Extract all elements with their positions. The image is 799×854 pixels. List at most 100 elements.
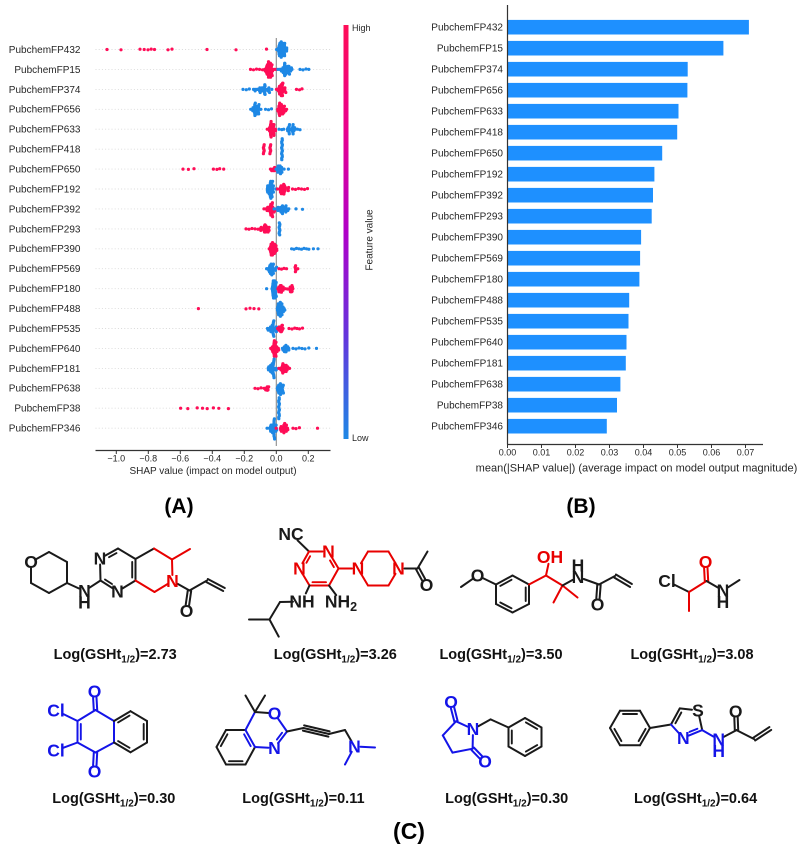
svg-text:Log(GSHt1/2)=3.26: Log(GSHt1/2)=3.26	[274, 647, 397, 666]
svg-text:N: N	[677, 728, 690, 748]
svg-text:PubchemFP488: PubchemFP488	[431, 296, 503, 307]
svg-text:PubchemFP656: PubchemFP656	[431, 86, 503, 97]
svg-text:PubchemFP38: PubchemFP38	[437, 401, 504, 412]
svg-text:PubchemFP346: PubchemFP346	[9, 424, 81, 435]
svg-text:PubchemFP633: PubchemFP633	[431, 107, 503, 118]
svg-text:Log(GSHt1/2)=2.73: Log(GSHt1/2)=2.73	[54, 647, 177, 666]
svg-text:N: N	[78, 581, 91, 601]
svg-text:PubchemFP192: PubchemFP192	[431, 170, 503, 181]
svg-text:O: O	[478, 752, 492, 772]
svg-text:O: O	[699, 552, 713, 572]
svg-text:Cl: Cl	[47, 741, 65, 761]
svg-text:0.05: 0.05	[669, 448, 687, 458]
svg-text:N: N	[392, 559, 405, 579]
svg-text:Log(GSHt1/2)=3.08: Log(GSHt1/2)=3.08	[630, 647, 753, 666]
svg-text:PubchemFP346: PubchemFP346	[431, 422, 503, 433]
svg-text:O: O	[88, 762, 102, 782]
svg-text:PubchemFP638: PubchemFP638	[431, 380, 503, 391]
svg-text:PubchemFP569: PubchemFP569	[431, 254, 503, 265]
svg-text:N: N	[322, 542, 335, 562]
svg-text:O: O	[444, 692, 458, 712]
svg-text:0.06: 0.06	[703, 448, 721, 458]
svg-text:N: N	[111, 582, 124, 602]
svg-text:−0.6: −0.6	[171, 454, 189, 464]
svg-text:O: O	[729, 701, 743, 721]
svg-text:Cl: Cl	[47, 701, 65, 721]
svg-text:−0.4: −0.4	[203, 454, 221, 464]
svg-text:OH: OH	[537, 547, 563, 567]
svg-text:PubchemFP392: PubchemFP392	[431, 191, 503, 202]
svg-text:N: N	[268, 738, 281, 758]
svg-text:0.03: 0.03	[601, 448, 619, 458]
svg-text:N: N	[572, 567, 585, 587]
svg-text:Log(GSHt1/2)=0.30: Log(GSHt1/2)=0.30	[52, 791, 175, 810]
svg-text:PubchemFP569: PubchemFP569	[9, 264, 81, 275]
svg-text:N: N	[166, 571, 179, 591]
svg-text:PubchemFP15: PubchemFP15	[437, 44, 504, 55]
svg-text:PubchemFP390: PubchemFP390	[9, 244, 81, 255]
svg-text:O: O	[471, 566, 485, 586]
svg-text:H: H	[78, 593, 91, 613]
svg-text:−0.8: −0.8	[139, 454, 157, 464]
svg-text:PubchemFP418: PubchemFP418	[9, 145, 81, 156]
svg-text:PubchemFP181: PubchemFP181	[9, 364, 81, 375]
svg-text:PubchemFP535: PubchemFP535	[431, 317, 503, 328]
svg-text:(B): (B)	[566, 495, 595, 518]
svg-text:PubchemFP650: PubchemFP650	[431, 149, 503, 160]
svg-text:PubchemFP640: PubchemFP640	[431, 338, 503, 349]
svg-text:NC: NC	[278, 524, 304, 544]
svg-text:−1.0: −1.0	[107, 454, 125, 464]
svg-text:NH2: NH2	[325, 592, 357, 615]
svg-text:Feature value: Feature value	[365, 209, 376, 271]
svg-text:(C): (C)	[393, 818, 425, 844]
svg-text:PubchemFP640: PubchemFP640	[9, 344, 81, 355]
svg-text:PubchemFP432: PubchemFP432	[9, 45, 81, 56]
svg-text:NH: NH	[289, 592, 314, 612]
svg-text:N: N	[348, 737, 361, 757]
svg-text:0.04: 0.04	[635, 448, 653, 458]
svg-text:H: H	[717, 592, 730, 612]
svg-text:PubchemFP15: PubchemFP15	[14, 65, 81, 76]
svg-text:PubchemFP38: PubchemFP38	[14, 404, 81, 415]
svg-text:N: N	[712, 730, 725, 750]
svg-text:O: O	[420, 575, 434, 595]
svg-text:O: O	[591, 595, 605, 615]
svg-text:Log(GSHt1/2)=0.64: Log(GSHt1/2)=0.64	[634, 791, 757, 810]
svg-text:PubchemFP374: PubchemFP374	[9, 85, 81, 96]
svg-text:H: H	[712, 741, 725, 761]
svg-text:0.0: 0.0	[270, 454, 283, 464]
svg-text:mean(|SHAP value|) (average im: mean(|SHAP value|) (average impact on mo…	[476, 463, 798, 475]
svg-text:(A): (A)	[164, 495, 193, 518]
svg-text:Low: Low	[352, 433, 369, 443]
svg-text:N: N	[293, 559, 306, 579]
svg-text:N: N	[94, 549, 107, 569]
svg-text:PubchemFP432: PubchemFP432	[431, 23, 503, 34]
svg-text:Log(GSHt1/2)=0.11: Log(GSHt1/2)=0.11	[242, 791, 364, 810]
svg-text:0.00: 0.00	[499, 448, 517, 458]
svg-text:SHAP value (impact on model ou: SHAP value (impact on model output)	[129, 466, 296, 477]
svg-text:O: O	[24, 552, 38, 572]
svg-text:0.2: 0.2	[302, 454, 315, 464]
svg-text:Log(GSHt1/2)=3.50: Log(GSHt1/2)=3.50	[439, 647, 562, 666]
svg-text:PubchemFP418: PubchemFP418	[431, 128, 503, 139]
svg-text:PubchemFP390: PubchemFP390	[431, 233, 503, 244]
svg-text:O: O	[88, 682, 102, 702]
svg-text:PubchemFP638: PubchemFP638	[9, 384, 81, 395]
svg-text:PubchemFP488: PubchemFP488	[9, 304, 81, 315]
svg-text:PubchemFP656: PubchemFP656	[9, 105, 81, 116]
svg-text:−0.2: −0.2	[235, 454, 253, 464]
svg-text:PubchemFP180: PubchemFP180	[9, 284, 81, 295]
svg-text:PubchemFP392: PubchemFP392	[9, 204, 81, 215]
svg-text:PubchemFP650: PubchemFP650	[9, 165, 81, 176]
svg-text:PubchemFP535: PubchemFP535	[9, 324, 81, 335]
svg-text:S: S	[692, 700, 704, 720]
svg-text:Cl: Cl	[658, 571, 676, 591]
svg-text:PubchemFP181: PubchemFP181	[431, 359, 503, 370]
svg-text:Log(GSHt1/2)=0.30: Log(GSHt1/2)=0.30	[445, 791, 568, 810]
svg-text:O: O	[180, 601, 194, 621]
svg-text:High: High	[352, 23, 371, 33]
svg-text:0.07: 0.07	[737, 448, 755, 458]
svg-text:N: N	[352, 559, 365, 579]
svg-text:N: N	[467, 719, 480, 739]
svg-text:PubchemFP293: PubchemFP293	[9, 224, 81, 235]
